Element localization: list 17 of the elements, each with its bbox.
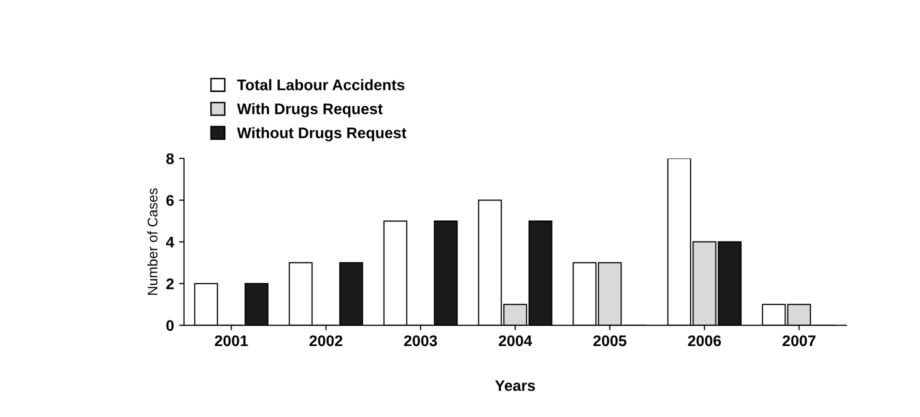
y-tick-label: 4 (166, 236, 174, 248)
x-tick-label: 2005 (593, 335, 626, 346)
x-tick-label: 2007 (782, 335, 816, 346)
x-tick-label: 2004 (498, 335, 532, 346)
y-tick-label: 8 (166, 153, 174, 164)
y-axis-title: Number of Cases (147, 188, 158, 295)
legend-label: Total Labour Accidents (237, 79, 404, 90)
x-tick-label: 2001 (214, 335, 248, 346)
y-tick-label: 2 (166, 278, 174, 290)
x-tick-label: 2006 (688, 335, 721, 346)
x-tick-label: 2002 (309, 335, 342, 346)
legend-label: Without Drugs Request (236, 127, 406, 142)
x-tick-label: 2003 (404, 335, 438, 346)
y-tick-label: 6 (166, 195, 174, 206)
legend-label: With Drugs Request (236, 103, 383, 118)
y-tick-label: 0 (166, 320, 174, 331)
x-axis-title: Years (495, 380, 535, 391)
